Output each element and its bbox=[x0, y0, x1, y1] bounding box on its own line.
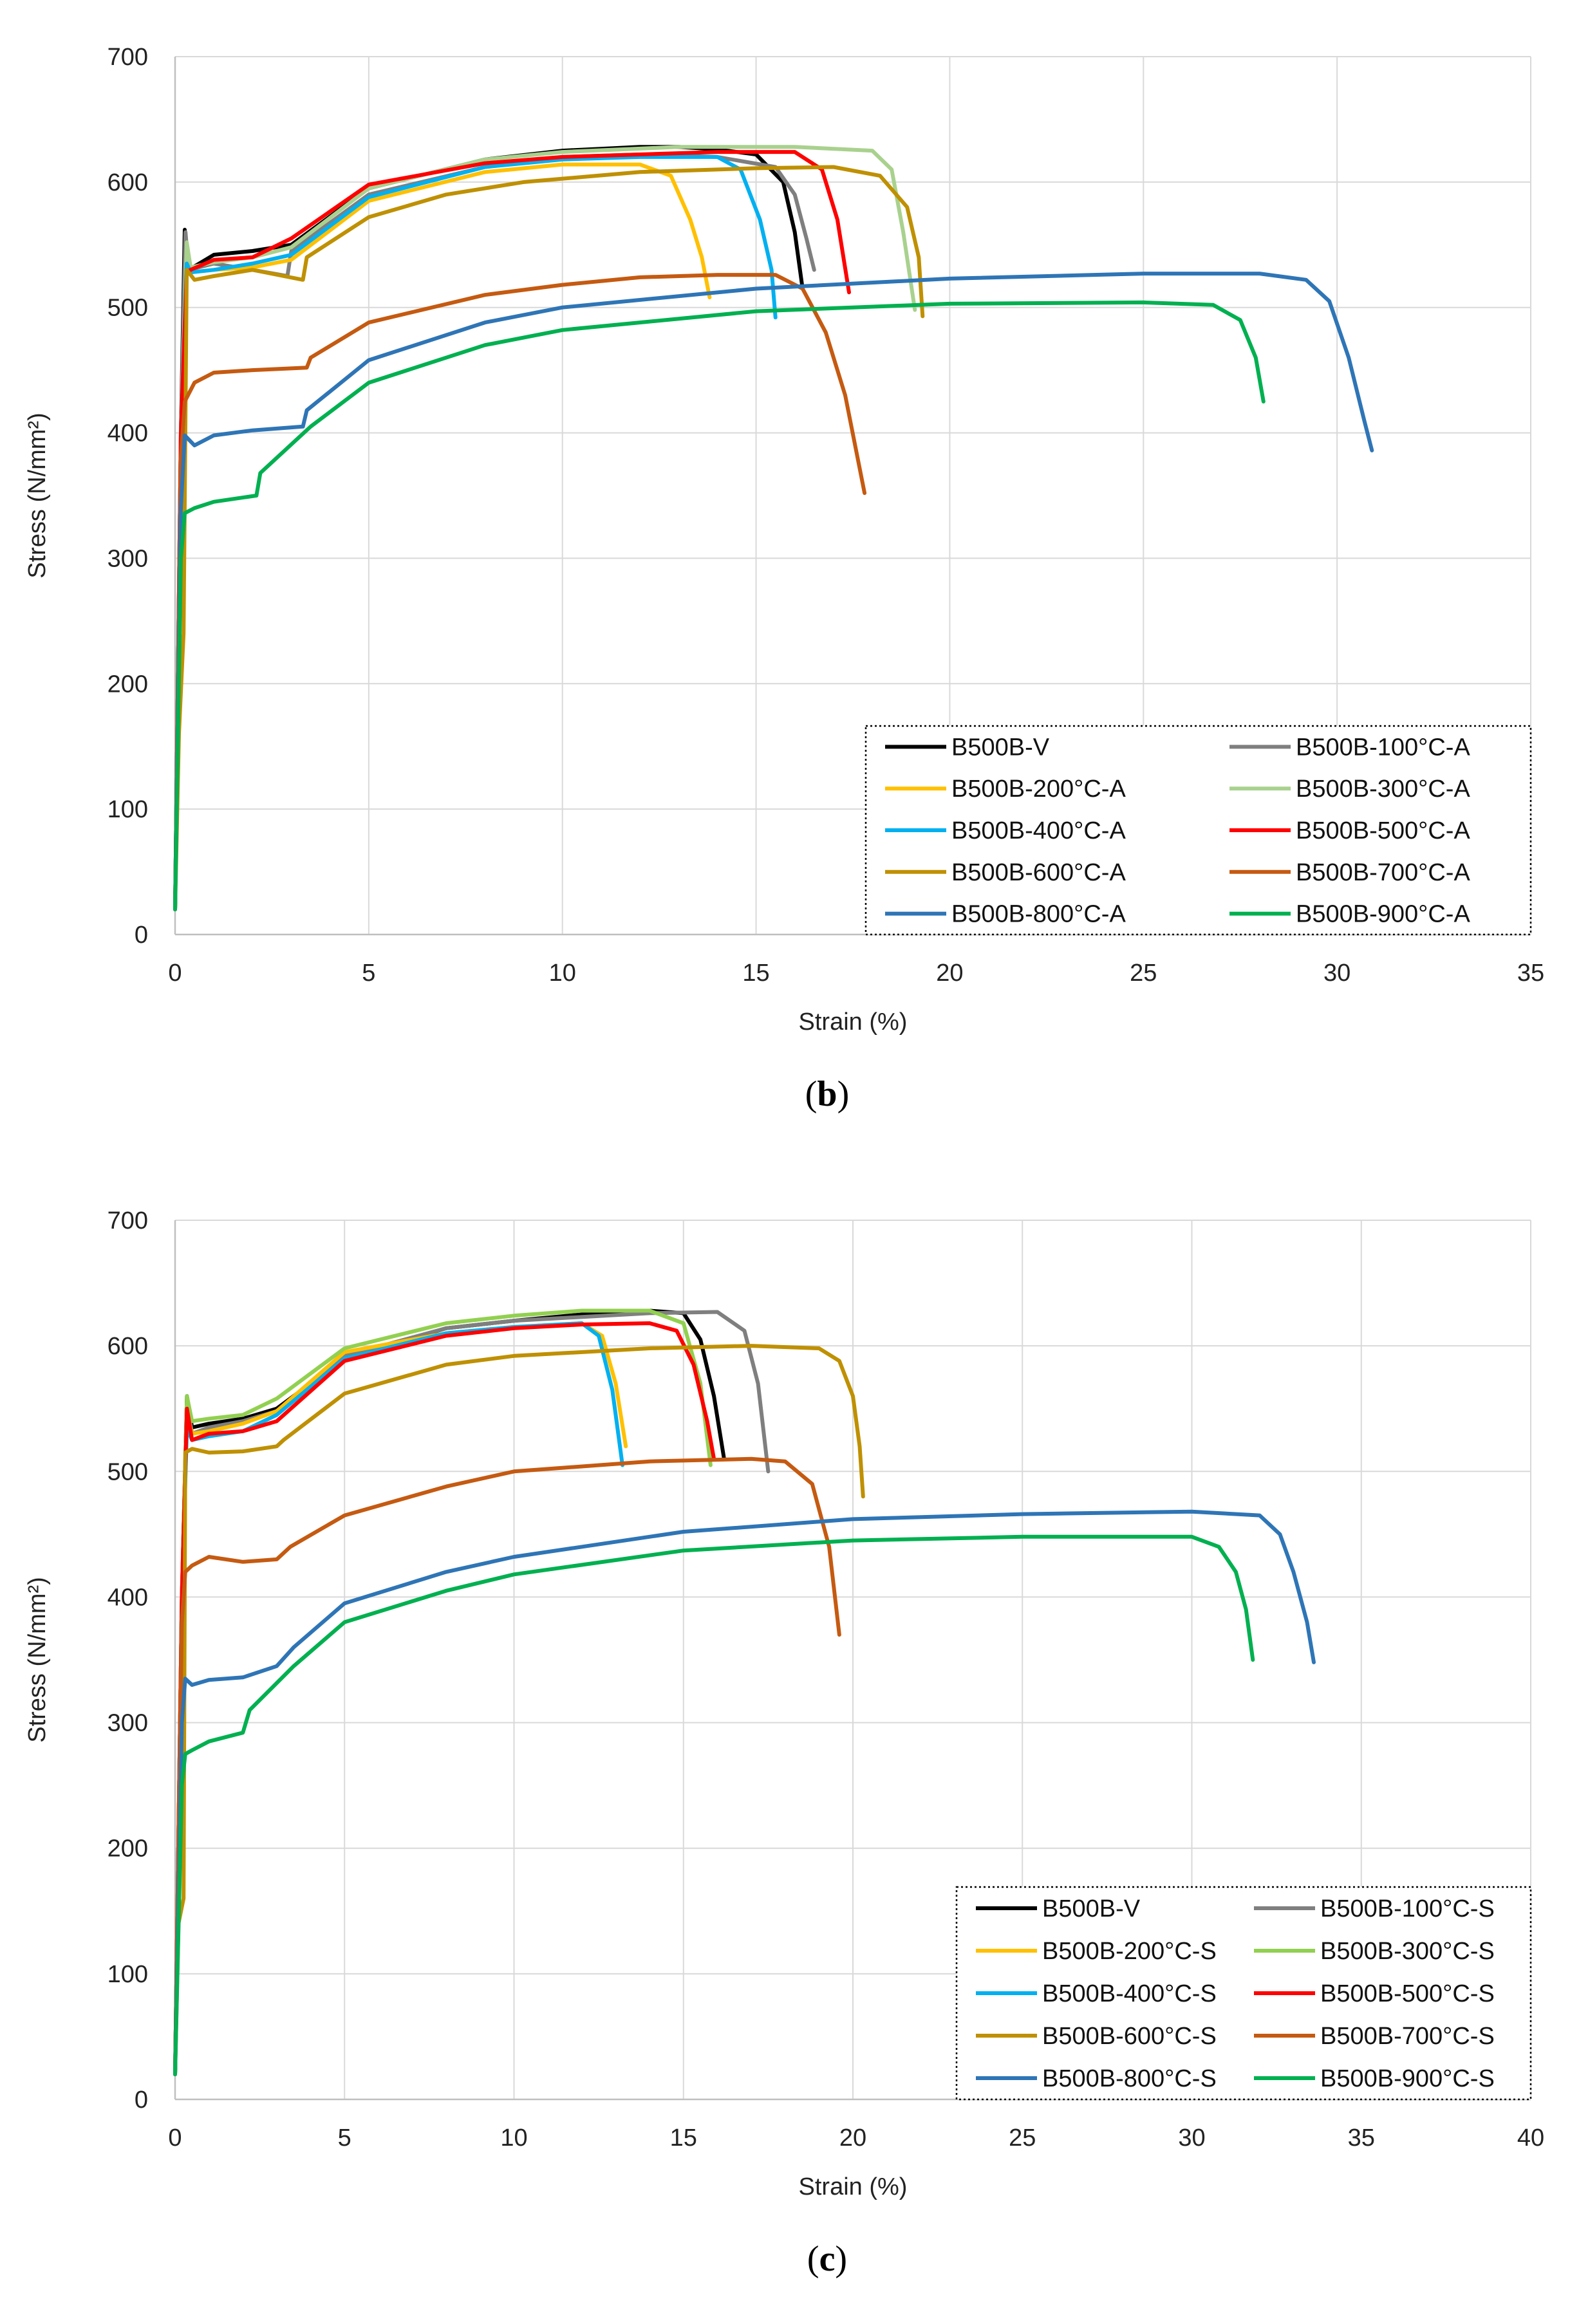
series-line bbox=[173, 1509, 1316, 2076]
legend: B500B-V B500B-100°C-A B500B-200°C-A B500B-3… bbox=[864, 725, 1532, 936]
series-line bbox=[173, 273, 867, 911]
y-tick-label: 300 bbox=[107, 1710, 148, 1737]
x-tick-label: 35 bbox=[1348, 2124, 1375, 2152]
x-tick-label: 10 bbox=[549, 960, 576, 987]
x-axis-label: Strain (%) bbox=[799, 1009, 908, 1036]
legend-box bbox=[864, 725, 1532, 936]
series-line bbox=[173, 154, 778, 911]
legend-entry: B500B-800°C-A bbox=[951, 901, 1126, 928]
x-tick-label: 30 bbox=[1323, 960, 1350, 987]
x-tick-label: 35 bbox=[1517, 960, 1544, 987]
legend-entry: B500B-700°C-A bbox=[1296, 859, 1470, 886]
legend: B500B-V B500B-100°C-S B500B-200°C-S B500B-3… bbox=[955, 1886, 1532, 2101]
y-tick-label: 700 bbox=[107, 1207, 148, 1234]
legend-entry: B500B-200°C-A bbox=[951, 776, 1126, 803]
y-tick-label: 0 bbox=[135, 922, 148, 949]
legend-entry: B500B-800°C-S bbox=[1042, 2065, 1217, 2092]
x-tick-label: 0 bbox=[168, 2124, 182, 2152]
series-line bbox=[173, 1534, 1255, 2076]
y-tick-label: 400 bbox=[107, 1584, 148, 1611]
legend-box bbox=[955, 1886, 1532, 2101]
x-tick-label: 30 bbox=[1178, 2124, 1205, 2152]
legend-entry: B500B-100°C-S bbox=[1320, 1895, 1495, 1922]
y-tick-label: 500 bbox=[107, 1458, 148, 1485]
x-tick-label: 25 bbox=[1130, 960, 1157, 987]
x-axis-label: Strain (%) bbox=[799, 2173, 908, 2200]
series-line bbox=[173, 162, 712, 911]
legend-entry: B500B-100°C-A bbox=[1296, 734, 1470, 761]
y-tick-label: 600 bbox=[107, 169, 148, 196]
y-tick-label: 400 bbox=[107, 420, 148, 447]
series-line bbox=[173, 300, 1266, 911]
caption-letter: b bbox=[817, 1074, 837, 1114]
series-line bbox=[173, 1321, 716, 2076]
x-tick-label: 5 bbox=[338, 2124, 351, 2152]
caption-open: ( bbox=[805, 1074, 818, 1114]
series-line bbox=[173, 1344, 865, 2076]
y-axis-label: Stress (N/mm²) bbox=[24, 413, 51, 579]
legend-entry: B500B-500°C-S bbox=[1320, 1980, 1495, 2007]
y-tick-label: 200 bbox=[107, 671, 148, 698]
y-tick-label: 600 bbox=[107, 1333, 148, 1360]
legend-entry: B500B-300°C-S bbox=[1320, 1938, 1495, 1965]
chart-panel-c: 0 100 200 300 400 500 600 700 0 5 10 15 20 25 30 35 40 St… bbox=[24, 1207, 1544, 2279]
legend-entry: B500B-300°C-A bbox=[1296, 776, 1470, 803]
y-tick-label: 100 bbox=[107, 796, 148, 823]
caption-close: ) bbox=[837, 1074, 850, 1114]
legend-entry: B500B-500°C-A bbox=[1296, 817, 1470, 844]
panel-caption: (c) bbox=[807, 2239, 847, 2279]
x-tick-label: 25 bbox=[1009, 2124, 1036, 2152]
panel-caption: (b) bbox=[805, 1074, 849, 1114]
series-group bbox=[173, 145, 1374, 911]
y-axis-label: Stress (N/mm²) bbox=[24, 1577, 51, 1743]
x-tick-label: 15 bbox=[670, 2124, 697, 2152]
legend-entry: B500B-700°C-S bbox=[1320, 2023, 1495, 2050]
x-tick-label: 0 bbox=[168, 960, 182, 987]
legend-entry: B500B-400°C-A bbox=[951, 817, 1126, 844]
series-line bbox=[173, 1321, 628, 2076]
y-tick-label: 200 bbox=[107, 1836, 148, 1863]
y-tick-label: 700 bbox=[107, 44, 148, 71]
y-tick-label: 300 bbox=[107, 545, 148, 572]
legend-entry: B500B-200°C-S bbox=[1042, 1938, 1217, 1965]
chart-panel-b: 0 100 200 300 400 500 600 700 0 5 10 15 20 25 30 35 Stra… bbox=[24, 44, 1544, 1114]
caption-letter: c bbox=[819, 2239, 836, 2279]
series-group bbox=[173, 1308, 1316, 2076]
x-tick-label: 40 bbox=[1517, 2124, 1544, 2152]
caption-open: ( bbox=[807, 2239, 819, 2279]
series-line bbox=[173, 1308, 713, 2076]
legend-entry: B500B-900°C-S bbox=[1320, 2065, 1495, 2092]
series-line bbox=[173, 1321, 624, 2076]
series-line bbox=[173, 165, 925, 911]
series-line bbox=[173, 150, 851, 911]
series-line bbox=[173, 1456, 841, 2076]
caption-close: ) bbox=[835, 2239, 847, 2279]
y-tick-label: 500 bbox=[107, 295, 148, 322]
x-tick-label: 20 bbox=[936, 960, 963, 987]
legend-entry: B500B-600°C-A bbox=[951, 859, 1126, 886]
series-line bbox=[173, 153, 816, 911]
y-tick-label: 0 bbox=[135, 2087, 148, 2114]
x-tick-label: 15 bbox=[742, 960, 769, 987]
x-tick-label: 20 bbox=[839, 2124, 866, 2152]
legend-entry: B500B-V bbox=[1042, 1895, 1141, 1922]
legend-entry: B500B-900°C-A bbox=[1296, 901, 1470, 928]
legend-entry: B500B-V bbox=[951, 734, 1050, 761]
legend-entry: B500B-400°C-S bbox=[1042, 1980, 1217, 2007]
x-tick-label: 10 bbox=[500, 2124, 527, 2152]
series-line bbox=[173, 272, 1374, 911]
y-tick-label: 100 bbox=[107, 1961, 148, 1988]
x-tick-label: 5 bbox=[362, 960, 375, 987]
legend-entry: B500B-600°C-S bbox=[1042, 2023, 1217, 2050]
